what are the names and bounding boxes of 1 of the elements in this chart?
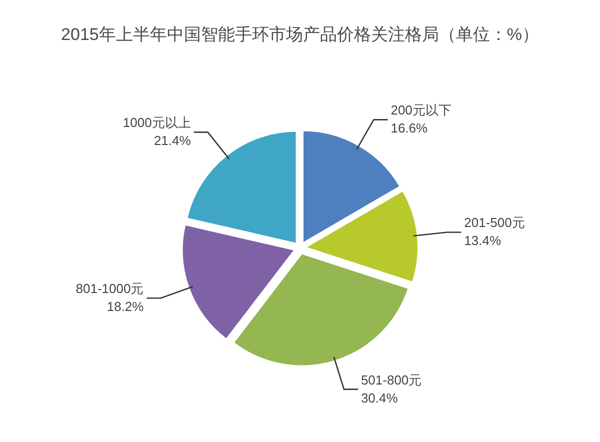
title: 2015年上半年中国智能手环市场产品价格关注格局（单位：%） (61, 25, 539, 44)
